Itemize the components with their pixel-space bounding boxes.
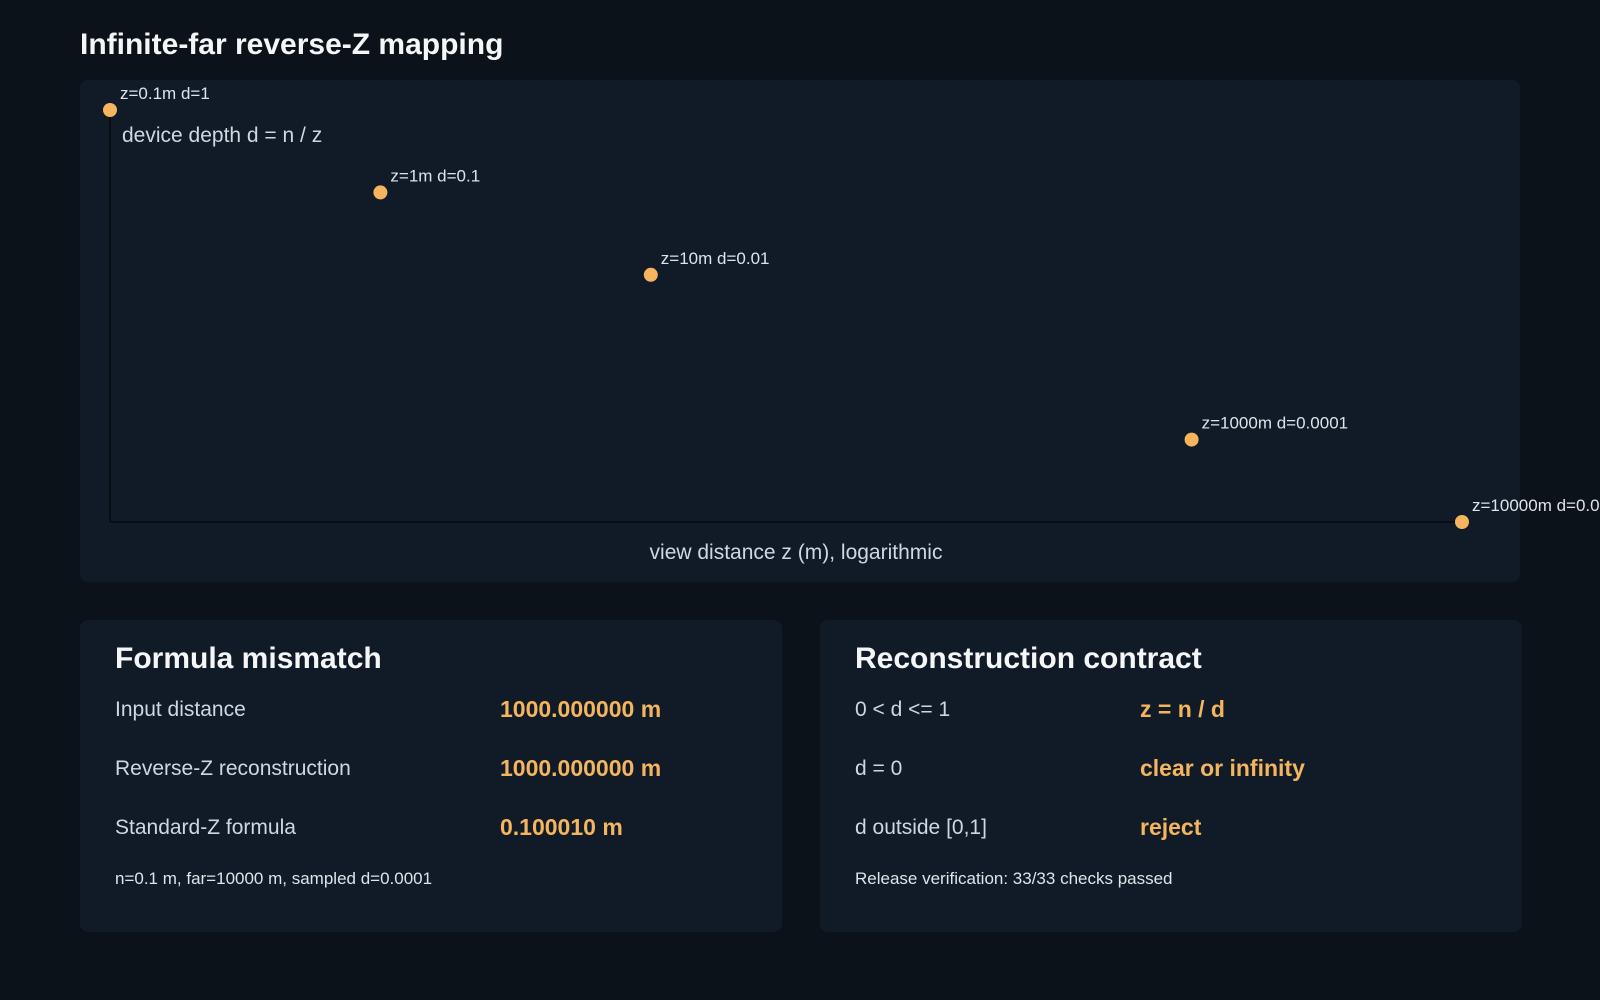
data-point-label-4: z=10000m d=0.00001	[1472, 496, 1600, 515]
contract-zero-value: clear or infinity	[1140, 755, 1305, 781]
data-point-0	[103, 103, 117, 117]
standard-z-value: 0.100010 m	[500, 814, 623, 840]
data-point-2	[643, 267, 658, 282]
data-point-label-0: z=0.1m d=1	[120, 84, 210, 103]
chart-svg: device depth d = n / z view distance z (…	[103, 84, 1600, 564]
data-point-label-2: z=10m d=0.01	[661, 249, 770, 268]
x-axis-label: view distance z (m), logarithmic	[650, 541, 943, 564]
contract-footnote: Release verification: 33/33 checks passe…	[855, 869, 1173, 888]
data-points: z=0.1m d=1 z=1m d=0.1 z=10m d=0.01 z=1000m …	[103, 84, 1600, 529]
reconstruction-contract-card: Reconstruction contract 0 < d <= 1 z = n…	[820, 620, 1522, 932]
data-point-label-1: z=1m d=0.1	[390, 166, 480, 185]
reverse-z-label: Reverse-Z reconstruction	[115, 757, 351, 780]
formula-card-title: Formula mismatch	[115, 642, 382, 675]
contract-range-value: z = n / d	[1140, 696, 1225, 722]
page-title: Infinite-far reverse-Z mapping	[80, 28, 504, 61]
data-point-4	[1455, 515, 1469, 529]
contract-outside-label: d outside [0,1]	[855, 816, 987, 839]
contract-zero-label: d = 0	[855, 757, 903, 780]
data-point-label-3: z=1000m d=0.0001	[1202, 414, 1349, 433]
depth-mapping-chart: device depth d = n / z view distance z (…	[80, 80, 1600, 582]
contract-card-title: Reconstruction contract	[855, 642, 1202, 675]
formula-mismatch-card: Formula mismatch Input distance 1000.000…	[80, 620, 782, 932]
contract-outside-value: reject	[1140, 814, 1202, 840]
input-distance-value: 1000.000000 m	[500, 696, 662, 722]
contract-range-label: 0 < d <= 1	[855, 698, 951, 721]
reverse-z-value: 1000.000000 m	[500, 755, 662, 781]
data-point-3	[1184, 432, 1199, 447]
y-axis-label: device depth d = n / z	[122, 124, 322, 147]
standard-z-label: Standard-Z formula	[115, 816, 296, 839]
data-point-1	[373, 185, 388, 200]
formula-footnote: n=0.1 m, far=10000 m, sampled d=0.0001	[115, 869, 433, 888]
input-distance-label: Input distance	[115, 698, 246, 721]
